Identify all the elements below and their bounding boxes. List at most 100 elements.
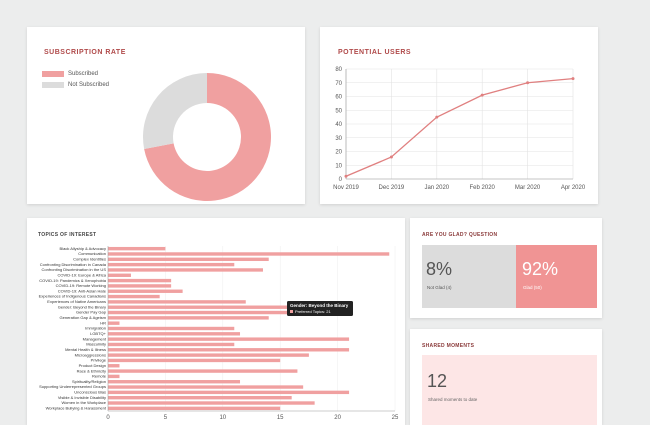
topic-label: Masculinity bbox=[86, 342, 106, 347]
data-point[interactable] bbox=[344, 174, 348, 178]
topic-label: COVID-19: Anti-Asian Hate bbox=[58, 288, 107, 293]
tooltip-swatch bbox=[290, 310, 293, 313]
potential-users-line-chart[interactable]: 0 10 20 30 40 50 60 70 80 Nov 2019 Dec 2019 Jan 202… bbox=[320, 27, 598, 204]
topic-bar[interactable] bbox=[108, 273, 131, 277]
topic-label: Gender Pay Gap bbox=[76, 310, 107, 315]
x-tick-label: Dec 2019 bbox=[379, 185, 405, 191]
y-tick-label: 20 bbox=[335, 150, 342, 156]
topic-bar[interactable] bbox=[108, 268, 263, 272]
topic-bar[interactable] bbox=[108, 401, 315, 405]
topic-label: Microaggressions bbox=[75, 352, 106, 357]
donut-slice-subscribed[interactable] bbox=[144, 73, 271, 201]
topics-bar-chart[interactable]: 0 5 10 15 20 25 Black Allyship & AdvocacyCommu… bbox=[27, 218, 405, 425]
topic-bar[interactable] bbox=[108, 316, 269, 320]
topic-label: Race & Ethnicity bbox=[77, 368, 106, 373]
glad-label: Glad (50) bbox=[523, 285, 542, 290]
data-point[interactable] bbox=[435, 115, 439, 119]
topic-bar[interactable] bbox=[108, 406, 281, 411]
topic-label: Gender: Beyond the Binary bbox=[58, 304, 106, 309]
topic-bar[interactable] bbox=[108, 332, 241, 336]
topic-label: Confronting Discrimination in the US bbox=[42, 267, 107, 272]
topic-label: Remote bbox=[92, 374, 107, 379]
topic-label: Generation Gap & Ageism bbox=[60, 315, 107, 320]
glad-question-title: ARE YOU GLAD? QUESTION bbox=[422, 232, 498, 238]
y-tick-label: 80 bbox=[335, 67, 342, 73]
x-tick-label: 20 bbox=[334, 415, 341, 421]
topic-label: Complex Identities bbox=[73, 256, 106, 261]
topic-bar[interactable] bbox=[108, 262, 235, 267]
x-tick-label: Jan 2020 bbox=[424, 185, 449, 191]
topic-label: Product Design bbox=[79, 363, 106, 368]
topic-bar[interactable] bbox=[108, 380, 241, 384]
topic-bar[interactable] bbox=[108, 369, 298, 373]
topic-bar[interactable] bbox=[108, 337, 350, 341]
x-tick-label: 5 bbox=[164, 415, 168, 421]
not-glad-box[interactable]: 8% Not Glad (4) bbox=[422, 245, 516, 308]
topic-bar[interactable] bbox=[108, 353, 309, 357]
topic-bar[interactable] bbox=[108, 289, 183, 293]
topic-bar[interactable] bbox=[108, 294, 160, 299]
topic-bar[interactable] bbox=[108, 364, 120, 368]
topic-label: Women in the Workplace bbox=[61, 400, 106, 405]
tooltip-background bbox=[287, 301, 353, 316]
topic-label: Mental Health & Illness bbox=[65, 347, 106, 352]
subscription-rate-title: SUBSCRIPTION RATE bbox=[44, 49, 126, 56]
donut-slice-not-subscribed[interactable] bbox=[143, 73, 207, 149]
glad-percent: 92% bbox=[522, 259, 559, 279]
topic-bar[interactable] bbox=[108, 246, 166, 251]
data-point[interactable] bbox=[389, 155, 393, 159]
x-tick-label: Apr 2020 bbox=[561, 185, 586, 191]
y-tick-label: 40 bbox=[335, 122, 342, 128]
topic-bar[interactable] bbox=[108, 326, 235, 331]
topic-label: Experiences of Native Americans bbox=[47, 299, 106, 304]
topic-bar[interactable] bbox=[108, 284, 172, 288]
topic-bar[interactable] bbox=[108, 300, 246, 304]
legend-label-subscribed: Subscribed bbox=[68, 71, 99, 77]
topic-bar[interactable] bbox=[108, 342, 235, 347]
topic-bar[interactable] bbox=[108, 385, 304, 389]
topic-label: Workplace Bullying & Harassment bbox=[46, 406, 107, 411]
x-tick-label: Mar 2020 bbox=[515, 185, 541, 191]
legend-label-not-subscribed: Not Subscribed bbox=[68, 82, 110, 88]
topic-label: Spirituality/Religion bbox=[72, 379, 106, 384]
topic-bar[interactable] bbox=[108, 374, 120, 379]
legend-swatch-subscribed bbox=[42, 71, 64, 77]
topics-of-interest-title: TOPICS OF INTEREST bbox=[38, 232, 97, 238]
topic-label: Unconscious Bias bbox=[74, 390, 106, 395]
data-point[interactable] bbox=[571, 77, 575, 81]
x-tick-label: 25 bbox=[392, 415, 399, 421]
shared-moments-box[interactable]: 12 Shared moments to date bbox=[422, 355, 597, 425]
topic-bar[interactable] bbox=[108, 358, 281, 363]
data-point[interactable] bbox=[526, 81, 530, 85]
legend-subscribed[interactable]: Subscribed bbox=[42, 71, 98, 77]
glad-question-card: ARE YOU GLAD? QUESTION 8% Not Glad (4) 9… bbox=[410, 218, 602, 318]
topic-bar[interactable] bbox=[108, 321, 120, 325]
x-tick-label: 10 bbox=[219, 415, 226, 421]
topic-label: Confronting Discrimination in Canada bbox=[40, 262, 107, 267]
topic-label: Visible & Invisible Disability bbox=[58, 395, 106, 400]
topic-bar[interactable] bbox=[108, 278, 172, 283]
topic-bar[interactable] bbox=[108, 257, 269, 262]
legend-swatch-not-subscribed bbox=[42, 82, 64, 88]
y-tick-label: 30 bbox=[335, 136, 342, 142]
not-glad-label: Not Glad (4) bbox=[427, 285, 452, 290]
topic-bar[interactable] bbox=[108, 310, 298, 315]
topic-bar[interactable] bbox=[108, 305, 350, 309]
topic-label: Privilege bbox=[91, 358, 107, 363]
glad-box[interactable]: 92% Glad (50) bbox=[516, 245, 597, 308]
topic-label: COVID-19: Remote Working bbox=[56, 283, 106, 288]
legend-not-subscribed[interactable]: Not Subscribed bbox=[42, 82, 109, 88]
topic-bar[interactable] bbox=[108, 252, 390, 256]
data-point[interactable] bbox=[480, 93, 484, 97]
potential-users-series-line bbox=[345, 77, 574, 177]
y-tick-label: 60 bbox=[335, 95, 342, 101]
topic-bar[interactable] bbox=[108, 395, 292, 400]
topic-bar[interactable] bbox=[108, 348, 350, 352]
shared-moments-card: SHARED MOMENTS 12 Shared moments to date bbox=[410, 329, 602, 425]
topic-label: Immigration bbox=[85, 326, 106, 331]
topic-label: COVID-19: Europe & Africa bbox=[58, 272, 107, 277]
topic-bar[interactable] bbox=[108, 390, 350, 395]
subscription-donut-chart[interactable] bbox=[27, 27, 305, 204]
topic-label: Communication bbox=[78, 251, 106, 256]
